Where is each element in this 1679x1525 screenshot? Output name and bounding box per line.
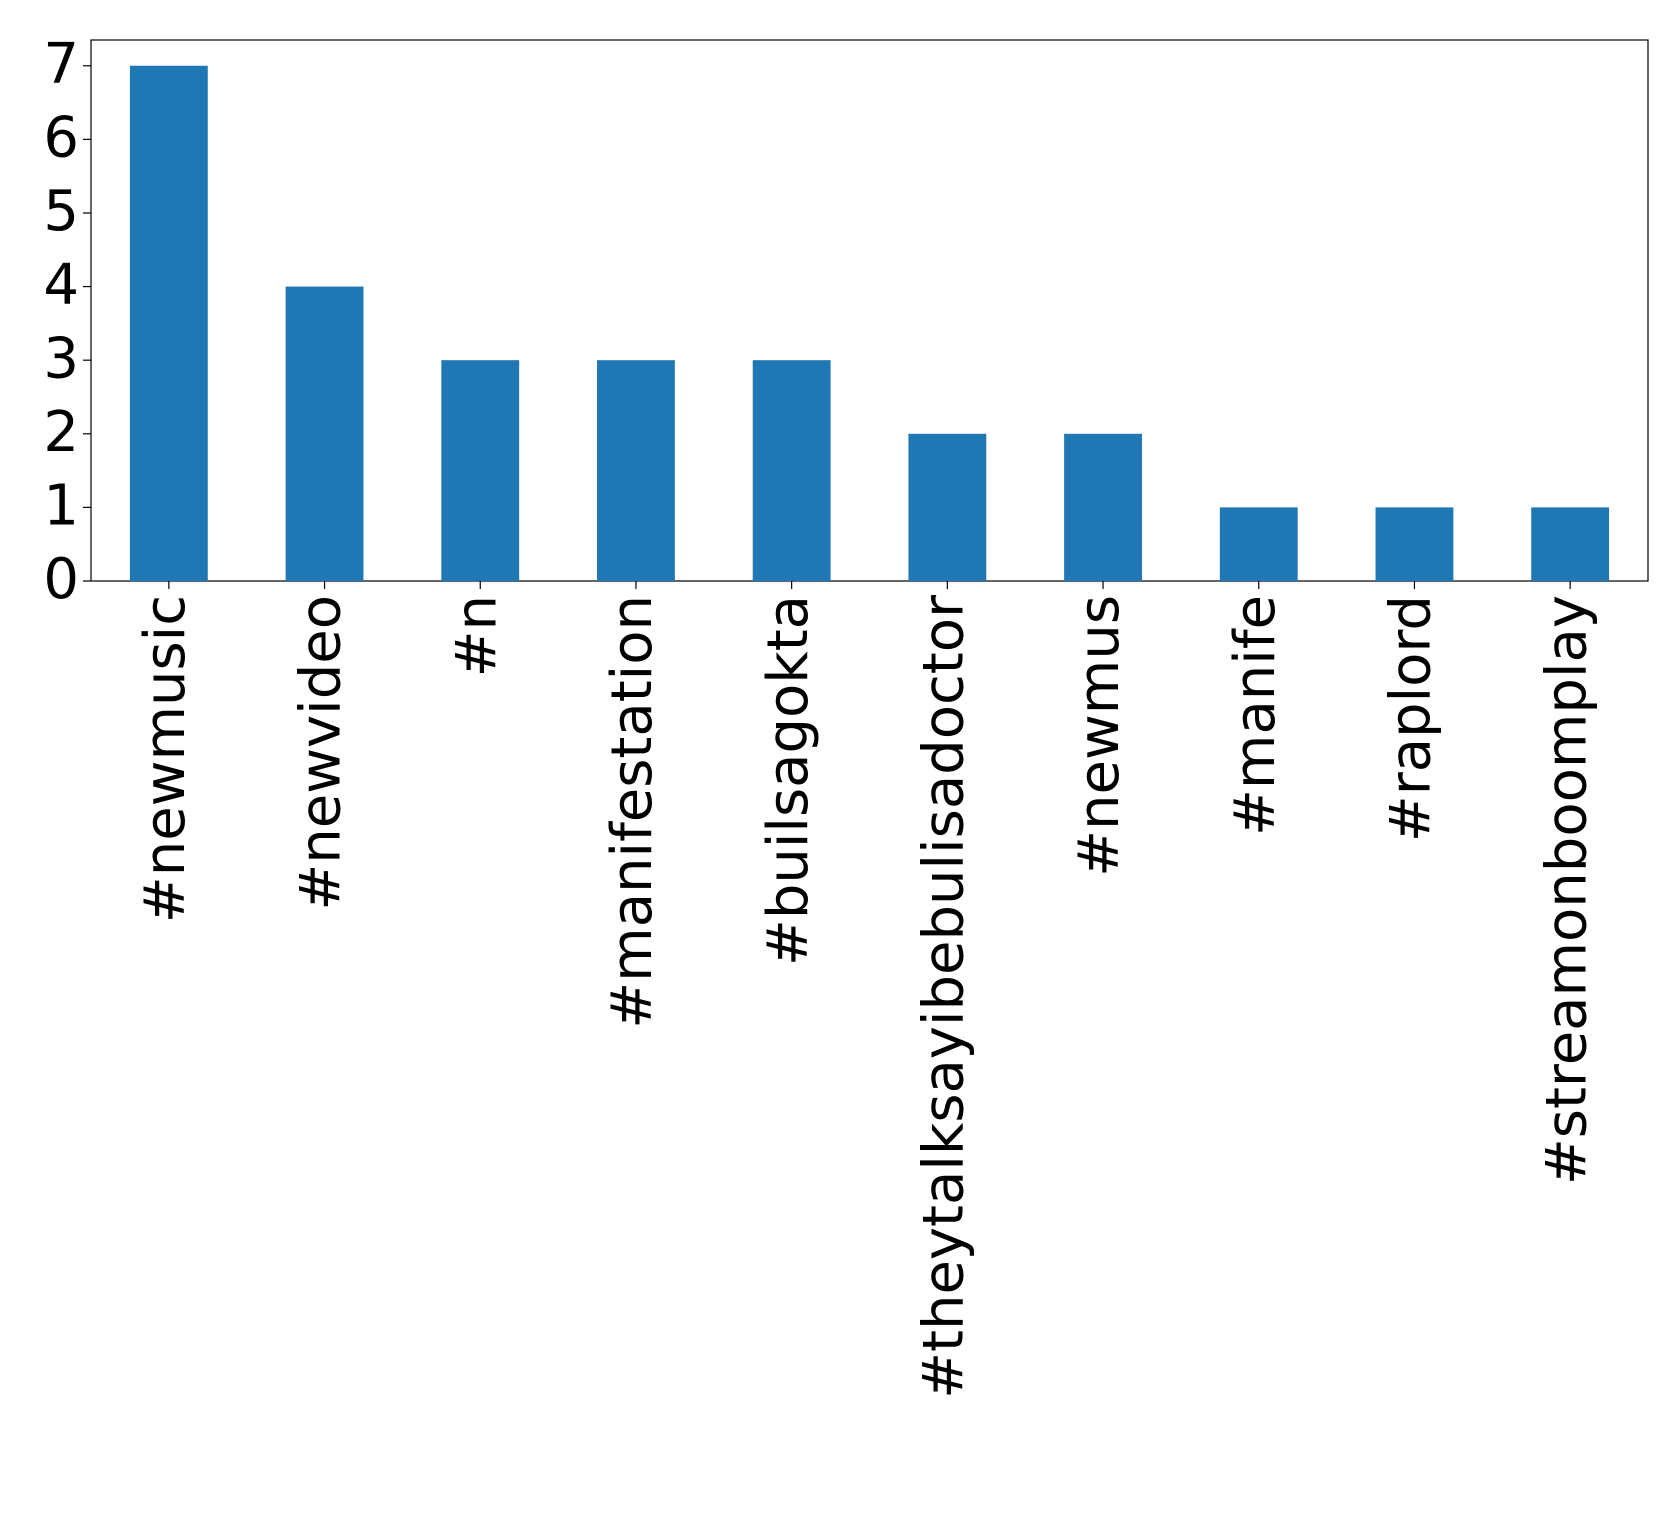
x-tick-label: #newvideo <box>289 595 354 911</box>
bar <box>441 360 520 581</box>
y-tick-label: 5 <box>43 179 79 244</box>
bar <box>752 360 831 581</box>
bar <box>285 286 364 581</box>
x-tick-label: #raplord <box>1379 595 1444 842</box>
y-tick-label: 1 <box>43 474 79 539</box>
y-tick-label: 3 <box>43 326 79 391</box>
bar <box>1219 507 1298 581</box>
x-tick-label: #newmus <box>1067 595 1132 877</box>
bar <box>908 433 987 581</box>
x-tick-label: #manife <box>1223 595 1288 836</box>
y-tick-label: 6 <box>43 106 79 171</box>
x-tick-label: #n <box>444 595 509 677</box>
bar <box>597 360 675 581</box>
x-tick-label: #manifestation <box>600 595 665 1029</box>
plot-frame <box>90 39 1649 582</box>
y-tick-label: 2 <box>43 400 79 465</box>
y-tick-label: 4 <box>43 253 79 318</box>
bar <box>1064 433 1142 581</box>
x-tick-label: #streamonboomplay <box>1534 595 1599 1185</box>
bar <box>1375 507 1454 581</box>
y-tick-label: 0 <box>43 547 79 612</box>
bar <box>1531 507 1610 581</box>
bar <box>129 65 208 581</box>
x-tick-label: #newmusic <box>133 595 198 923</box>
x-tick-label: #theytalksayibebulisadoctor <box>911 594 976 1399</box>
y-tick-label: 7 <box>43 32 79 97</box>
x-tick-label: #builsagokta <box>756 595 821 966</box>
